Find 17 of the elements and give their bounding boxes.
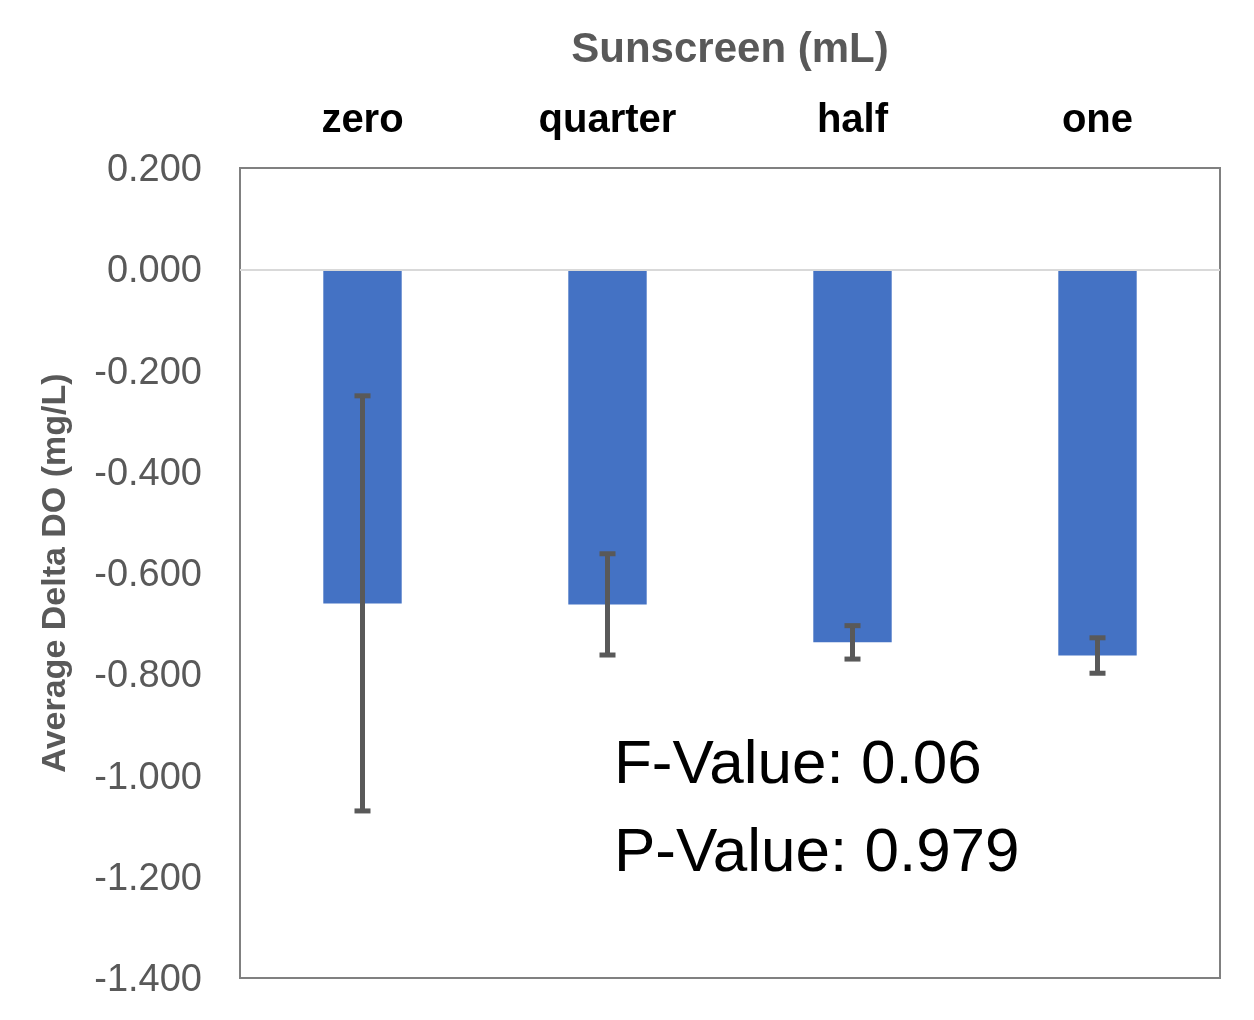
- x-axis-title: Sunscreen (mL): [571, 23, 889, 71]
- annotation: F-Value: 0.06: [614, 726, 982, 796]
- y-tick-label: -1.000: [94, 754, 202, 797]
- y-tick-label: -1.200: [94, 855, 202, 898]
- y-tick-label: -0.400: [94, 450, 202, 493]
- x-tick-label: quarter: [538, 96, 677, 140]
- y-axis-title: Average Delta DO (mg/L): [34, 373, 72, 773]
- y-tick-label: -0.600: [94, 552, 202, 594]
- y-tick-label: -0.800: [94, 653, 202, 696]
- y-tick-label: -1.400: [94, 957, 202, 999]
- x-tick-label: zero: [321, 96, 404, 140]
- annotation: P-Value: 0.979: [614, 814, 1020, 884]
- y-tick-label: 0.200: [106, 147, 202, 189]
- y-tick-label: 0.000: [106, 248, 202, 291]
- x-tick-label: half: [816, 96, 889, 140]
- x-tick-label: one: [1061, 96, 1134, 140]
- y-tick-label: -0.200: [94, 349, 202, 392]
